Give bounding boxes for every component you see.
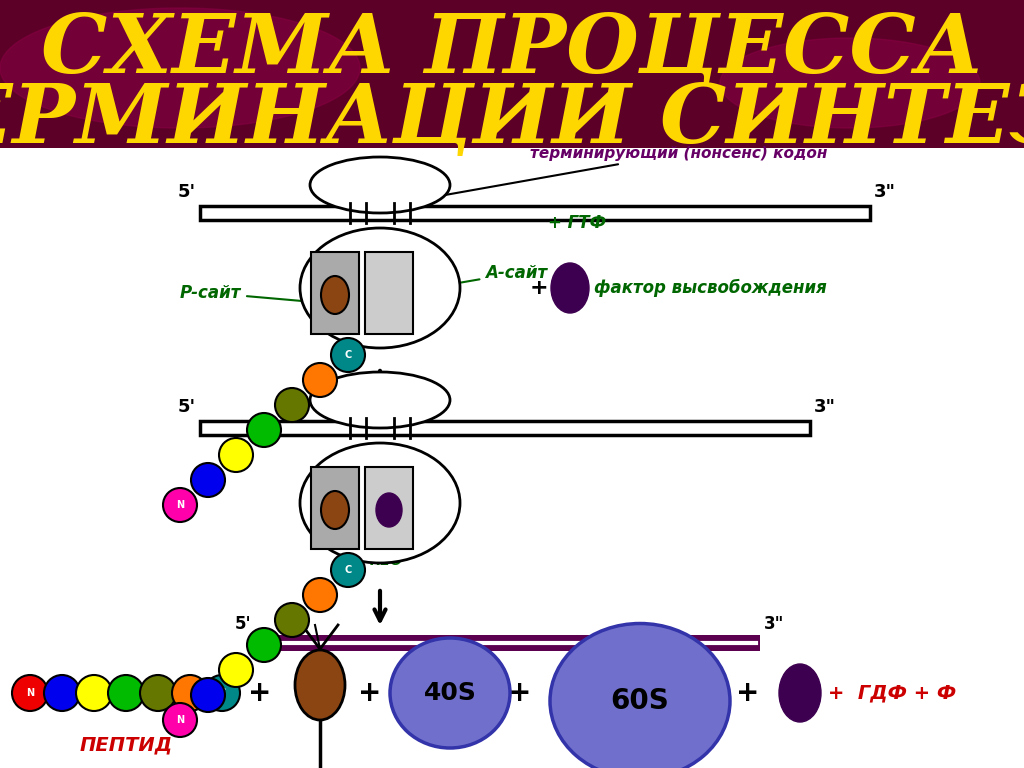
FancyBboxPatch shape [311,467,359,549]
Ellipse shape [300,228,460,348]
Text: терминирующий (нонсенс) кодон: терминирующий (нонсенс) кодон [406,146,827,204]
Text: 5': 5' [178,183,196,201]
Circle shape [219,438,253,472]
Circle shape [275,388,309,422]
Ellipse shape [376,493,402,527]
Circle shape [191,463,225,497]
Circle shape [191,678,225,712]
Ellipse shape [390,638,510,748]
Text: А-сайт: А-сайт [394,264,547,296]
Circle shape [275,603,309,637]
Bar [200,206,870,220]
Circle shape [44,675,80,711]
Text: 3": 3" [874,183,896,201]
Text: Н2О: Н2О [370,554,403,568]
Text: Р-сайт: Р-сайт [180,284,319,306]
Circle shape [331,338,365,372]
Ellipse shape [321,491,349,529]
Text: C: C [344,565,351,575]
Text: СХЕМА ПРОЦЕССА: СХЕМА ПРОЦЕССА [41,10,983,90]
Circle shape [76,675,112,711]
Ellipse shape [779,664,821,722]
Circle shape [331,553,365,587]
Text: 3": 3" [764,615,784,633]
Text: 5': 5' [178,398,196,416]
Bar [200,421,810,435]
Bar [0,0,1024,148]
Text: 5': 5' [234,615,251,633]
Text: +: + [529,278,548,298]
Text: ПЕПТИД: ПЕПТИД [80,735,173,754]
Circle shape [108,675,144,711]
Ellipse shape [550,624,730,768]
Text: +: + [736,679,760,707]
FancyBboxPatch shape [311,252,359,334]
Text: N: N [176,715,184,725]
FancyBboxPatch shape [365,467,413,549]
Ellipse shape [295,650,345,720]
Polygon shape [0,8,360,128]
Text: 60S: 60S [610,687,670,715]
Circle shape [247,628,281,662]
Circle shape [163,703,197,737]
Text: + ГТФ: + ГТФ [548,214,606,232]
Circle shape [163,488,197,522]
Text: ТЕРМИНАЦИИ СИНТЕЗА: ТЕРМИНАЦИИ СИНТЕЗА [0,80,1024,160]
Circle shape [219,653,253,687]
FancyBboxPatch shape [365,252,413,334]
Text: 40S: 40S [424,681,476,705]
Text: 3": 3" [814,398,836,416]
Ellipse shape [300,443,460,563]
Text: фактор высвобождения: фактор высвобождения [594,279,826,297]
Text: +  ГДФ + Ф: + ГДФ + Ф [828,684,956,703]
Ellipse shape [321,276,349,314]
Text: C: C [344,350,351,360]
Bar [255,635,760,651]
Text: N: N [26,688,34,698]
Ellipse shape [310,157,450,213]
Text: +: + [508,679,531,707]
Circle shape [140,675,176,711]
Circle shape [12,675,48,711]
Circle shape [303,578,337,612]
Text: +: + [358,679,382,707]
Text: N: N [176,500,184,510]
Ellipse shape [310,372,450,428]
Polygon shape [720,38,980,128]
Circle shape [247,413,281,447]
Circle shape [303,363,337,397]
Text: C: C [218,688,225,698]
Circle shape [204,675,240,711]
Ellipse shape [551,263,589,313]
Text: ГТФ: ГТФ [422,495,458,511]
Text: +: + [248,679,271,707]
Circle shape [172,675,208,711]
